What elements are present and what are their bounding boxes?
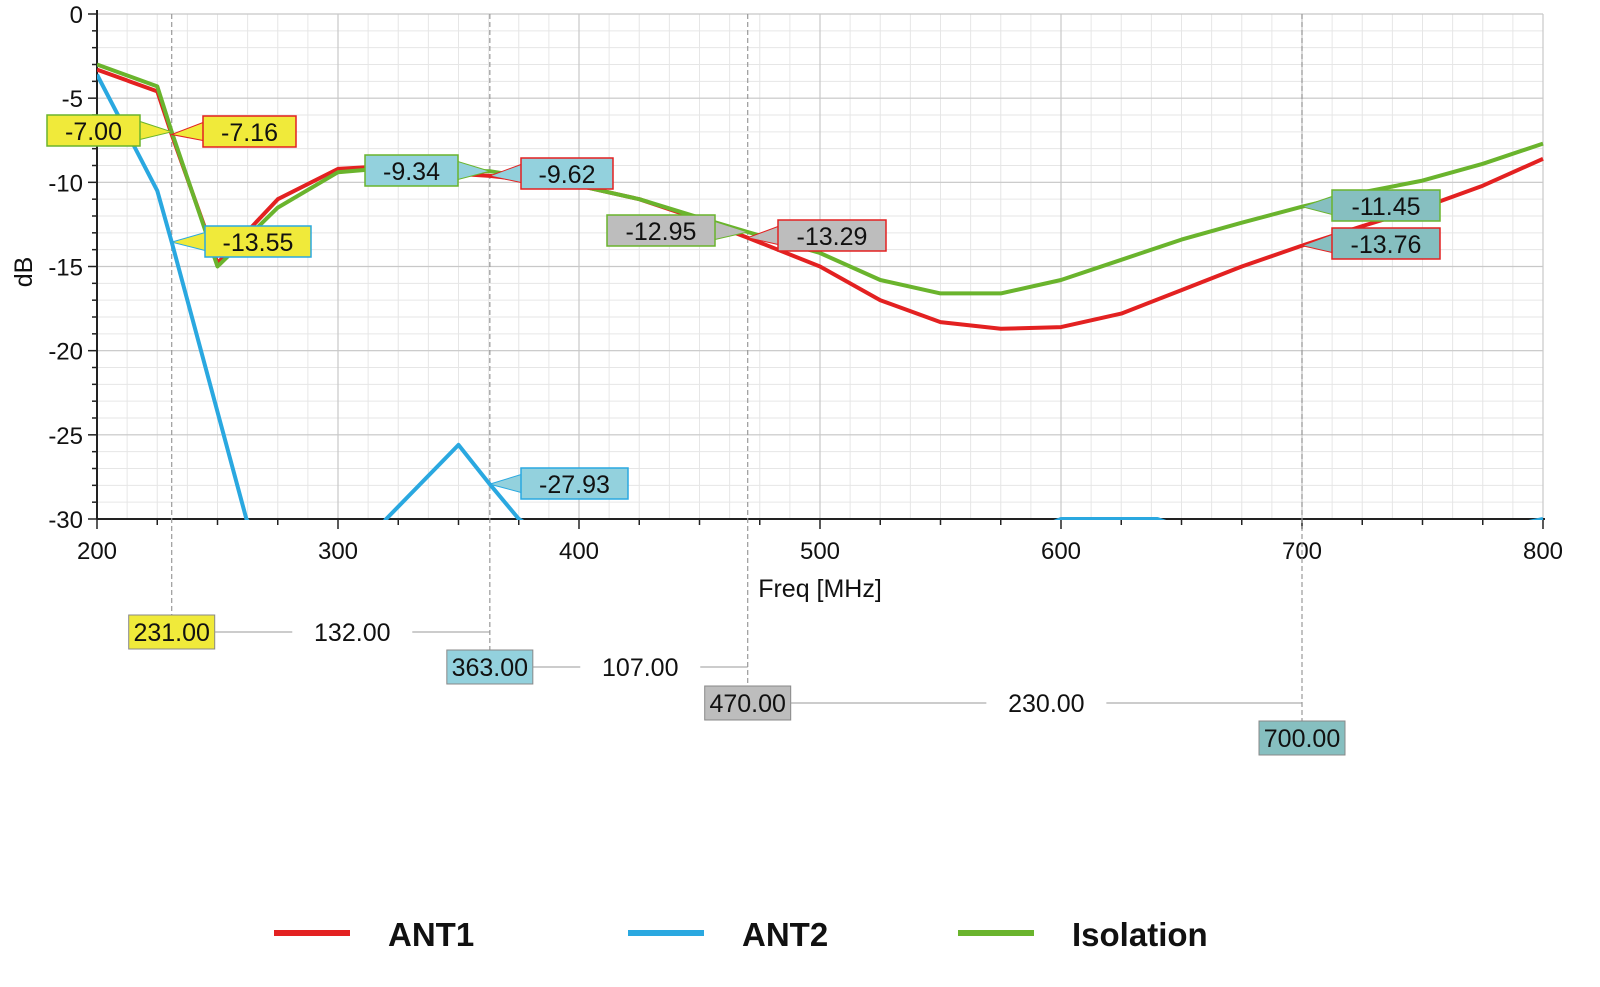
legend-label-ant2[interactable]: ANT2: [742, 916, 828, 953]
y-axis-label: dB: [10, 257, 38, 288]
marker-readout-box[interactable]: [777, 219, 887, 252]
x-tick-label: 800: [1523, 538, 1563, 565]
y-tick-label: 0: [70, 2, 83, 29]
y-tick-label: -30: [48, 507, 83, 534]
y-tick-label: -10: [48, 170, 83, 197]
marker-readout-box[interactable]: [1331, 189, 1441, 222]
legend: ANT1 ANT2 Isolation: [274, 916, 1208, 953]
marker-readout-value: -7.00: [65, 118, 122, 146]
marker-readout-box[interactable]: [204, 225, 312, 258]
marker-readout-value: -9.62: [539, 161, 596, 189]
x-tick-label: 300: [318, 538, 358, 565]
x-tick-label: 400: [559, 538, 599, 565]
marker-readout-box[interactable]: [606, 214, 716, 247]
x-tick-label: 500: [800, 538, 840, 565]
marker-readout-box[interactable]: [364, 154, 459, 187]
marker-readout-box[interactable]: [1331, 227, 1441, 260]
marker-readout-box[interactable]: [520, 157, 614, 190]
marker-readout-value: -13.55: [223, 229, 294, 257]
marker-readout-value: -9.34: [383, 158, 440, 186]
marker-freq-box[interactable]: [1258, 720, 1346, 756]
legend-label-isolation[interactable]: Isolation: [1072, 916, 1208, 953]
delta-label: 107.00: [602, 654, 678, 682]
marker-freq-label: 363.00: [452, 654, 528, 682]
marker-readout-value: -12.95: [626, 218, 697, 246]
marker-readout-value: -11.45: [1351, 193, 1420, 221]
markers: -7.00 -7.16 -13.55 231.00 -9.34 -9.62 -27.93 36…: [46, 114, 1441, 756]
marker-readout-value: -27.93: [539, 471, 610, 499]
y-tick-label: -25: [48, 423, 83, 450]
marker-freq-box[interactable]: [446, 649, 534, 685]
marker-freq-label: 700.00: [1264, 725, 1340, 753]
y-tick-label: -5: [62, 86, 83, 113]
marker-freq-label: 231.00: [133, 619, 209, 647]
delta-label: 230.00: [1008, 690, 1084, 718]
x-tick-label: 600: [1041, 538, 1081, 565]
x-axis-label: Freq [MHz]: [758, 575, 882, 603]
delta-label: 132.00: [314, 619, 390, 647]
marker-lines: [171, 14, 1303, 724]
marker-readout-box[interactable]: [46, 114, 141, 147]
series-line-ant1: [97, 67, 1544, 331]
x-tick-label: 200: [77, 538, 117, 565]
marker-readout-value: -7.16: [221, 119, 278, 147]
marker-readout-box[interactable]: [202, 115, 297, 148]
marker-pointer: [169, 231, 206, 252]
y-tick-label: -20: [48, 339, 83, 366]
marker-freq-label: 470.00: [709, 690, 785, 718]
y-tick-label: -15: [48, 255, 83, 282]
marker-readout-box[interactable]: [520, 467, 629, 500]
legend-label-ant1[interactable]: ANT1: [388, 916, 474, 953]
marker-readout-value: -13.76: [1351, 231, 1422, 259]
marker-readout-value: -13.29: [797, 223, 868, 251]
